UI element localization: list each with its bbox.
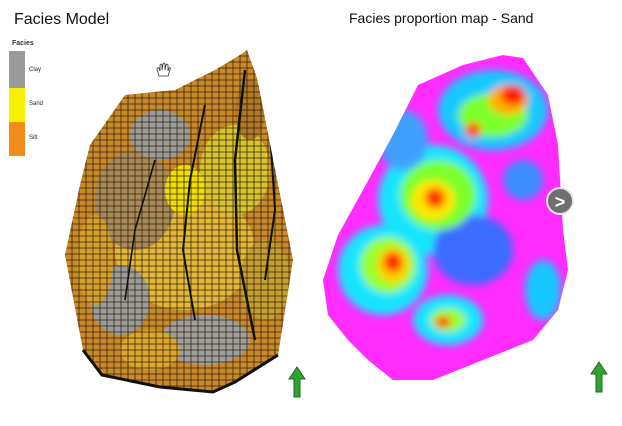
hand-cursor-icon [156,62,171,77]
north-arrow-icon [590,361,608,393]
sand-swatch [9,88,25,122]
sand-label: Sand [29,101,44,107]
legend-title: Facies [12,40,34,47]
silt-label: Silt [29,135,38,141]
proportion-map-title: Facies proportion map - Sand [349,10,534,26]
clay-swatch [9,51,25,88]
next-arrow-button[interactable]: > [546,187,574,215]
clay-label: Clay [29,67,42,73]
facies-model-grid [65,50,293,394]
facies-legend: Facies Clay Sand Silt [9,40,55,158]
sand-proportion-map [323,55,568,380]
facies-model-title: Facies Model [14,11,110,28]
silt-swatch [9,122,25,156]
north-arrow-icon [288,366,306,398]
